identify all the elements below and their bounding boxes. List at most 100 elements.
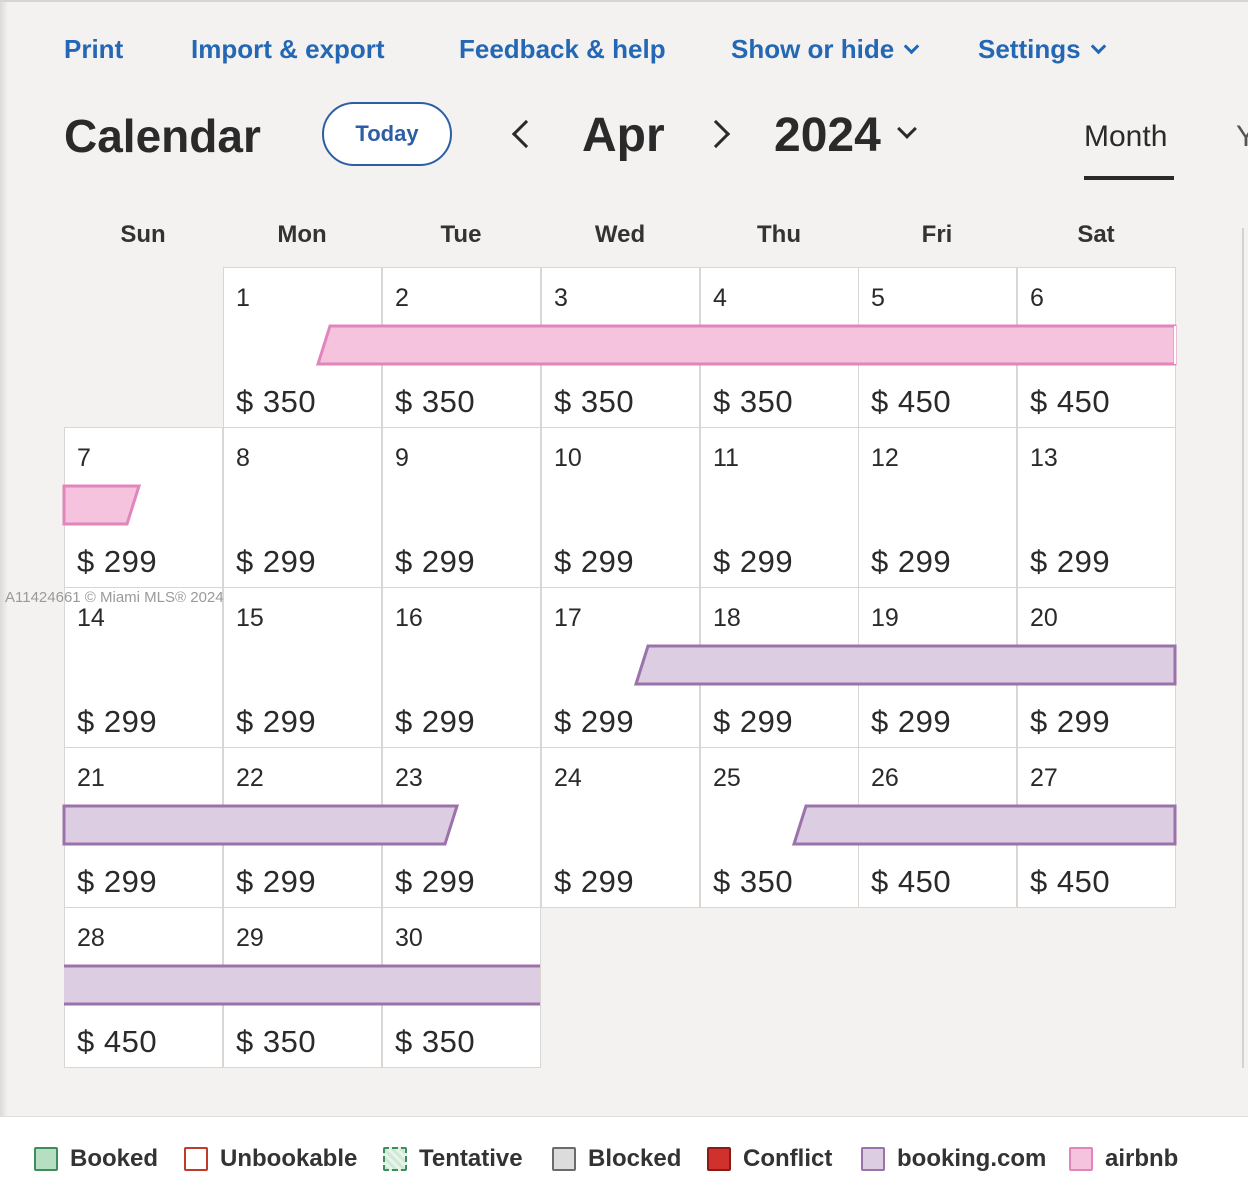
show-hide-menu[interactable]: Show or hide (731, 30, 920, 68)
import-export-link[interactable]: Import & export (191, 34, 385, 64)
legend: Booked Unbookable Tentative Blocked Conf… (0, 1116, 1248, 1198)
print-link[interactable]: Print (64, 34, 124, 64)
day-price: $ 299 (77, 544, 158, 579)
airbnb-swatch (1069, 1147, 1093, 1171)
day-number: 22 (236, 764, 264, 792)
day-price: $ 350 (395, 1024, 476, 1059)
settings-menu[interactable]: Settings (978, 30, 1106, 68)
booked-swatch (34, 1147, 58, 1171)
day-price: $ 350 (713, 384, 794, 419)
legend-label: Booked (70, 1145, 159, 1172)
day-number: 20 (1030, 604, 1058, 632)
blocked-swatch (552, 1147, 576, 1171)
day-price: $ 299 (713, 704, 794, 739)
day-number: 18 (713, 604, 741, 632)
page-title: Calendar (64, 110, 261, 162)
day-number: 3 (554, 284, 568, 312)
day-cell[interactable]: 13 $ 299 (1017, 427, 1176, 588)
legend-label: Blocked (588, 1145, 682, 1172)
day-cell[interactable]: 15 $ 299 (223, 587, 382, 748)
weekday-header: Fri (921, 221, 953, 248)
day-price: $ 450 (77, 1024, 158, 1059)
day-number: 10 (554, 444, 582, 472)
airbnb-booking-bar[interactable] (315, 324, 1177, 366)
day-number: 30 (395, 924, 423, 952)
tab-year[interactable]: Y (1236, 120, 1248, 153)
watermark: A11424661 © Miami MLS® 2024 (5, 589, 224, 606)
legend-label: Unbookable (220, 1145, 358, 1172)
day-price: $ 299 (236, 704, 317, 739)
tentative-swatch (383, 1147, 407, 1171)
conflict-swatch (707, 1147, 731, 1171)
airbnb-booking-bar[interactable] (62, 484, 142, 526)
booking-com-booking-bar[interactable] (633, 644, 1177, 686)
day-price: $ 450 (871, 384, 952, 419)
day-number: 14 (77, 604, 105, 632)
day-price: $ 299 (236, 864, 317, 899)
day-number: 16 (395, 604, 423, 632)
weekday-header: Thu (757, 221, 801, 248)
day-price: $ 299 (236, 544, 317, 579)
day-number: 28 (77, 924, 105, 952)
booking-com-booking-bar[interactable] (62, 804, 460, 846)
legend-item-blocked: Blocked (552, 1145, 681, 1173)
legend-item-unbookable: Unbookable (184, 1145, 357, 1173)
day-price: $ 299 (871, 704, 952, 739)
day-number: 1 (236, 284, 250, 312)
day-number: 29 (236, 924, 264, 952)
weekday-header: Sun (120, 221, 166, 248)
month-label: Apr (582, 109, 665, 162)
today-button[interactable]: Today (322, 102, 452, 166)
legend-item-conflict: Conflict (707, 1145, 832, 1173)
day-price: $ 299 (77, 704, 158, 739)
day-number: 19 (871, 604, 899, 632)
day-price: $ 299 (395, 864, 476, 899)
legend-label: Tentative (419, 1145, 523, 1172)
day-price: $ 299 (1030, 544, 1111, 579)
day-price: $ 299 (395, 704, 476, 739)
top-border (0, 0, 1248, 2)
day-number: 21 (77, 764, 105, 792)
day-number: 17 (554, 604, 582, 632)
day-cell[interactable]: 12 $ 299 (858, 427, 1017, 588)
day-cell[interactable]: 11 $ 299 (700, 427, 859, 588)
tab-month[interactable]: Month (1084, 120, 1168, 153)
day-price: $ 350 (395, 384, 476, 419)
day-cell[interactable]: 10 $ 299 (541, 427, 700, 588)
day-number: 13 (1030, 444, 1058, 472)
day-price: $ 299 (871, 544, 952, 579)
day-cell[interactable]: 9 $ 299 (382, 427, 541, 588)
year-selector[interactable]: 2024 (774, 109, 881, 162)
day-price: $ 299 (395, 544, 476, 579)
day-price: $ 299 (77, 864, 158, 899)
day-number: 23 (395, 764, 423, 792)
day-price: $ 350 (554, 384, 635, 419)
day-cell[interactable]: 14 $ 299 (64, 587, 223, 748)
booking-com-booking-bar[interactable] (791, 804, 1177, 846)
feedback-help-link[interactable]: Feedback & help (459, 34, 666, 64)
weekday-header: Tue (440, 221, 482, 248)
legend-label: airbnb (1105, 1145, 1179, 1172)
day-price: $ 450 (871, 864, 952, 899)
day-number: 6 (1030, 284, 1044, 312)
weekday-header: Sat (1077, 221, 1115, 248)
day-price: $ 299 (713, 544, 794, 579)
day-number: 24 (554, 764, 582, 792)
day-cell[interactable]: 8 $ 299 (223, 427, 382, 588)
day-price: $ 450 (1030, 384, 1111, 419)
legend-item-booked: Booked (34, 1145, 158, 1173)
day-price: $ 299 (554, 544, 635, 579)
show-hide-label: Show or hide (731, 34, 895, 64)
day-number: 4 (713, 284, 727, 312)
scrollbar-track[interactable] (1242, 228, 1244, 1068)
day-number: 11 (713, 444, 739, 472)
day-number: 9 (395, 444, 409, 472)
unbookable-swatch (184, 1147, 208, 1171)
legend-item-airbnb: airbnb (1069, 1145, 1178, 1173)
day-price: $ 299 (554, 704, 635, 739)
booking-com-booking-bar[interactable] (64, 966, 540, 1004)
day-price: $ 350 (236, 384, 317, 419)
weekday-header: Wed (594, 221, 646, 248)
day-cell[interactable]: 24 $ 299 (541, 747, 700, 908)
